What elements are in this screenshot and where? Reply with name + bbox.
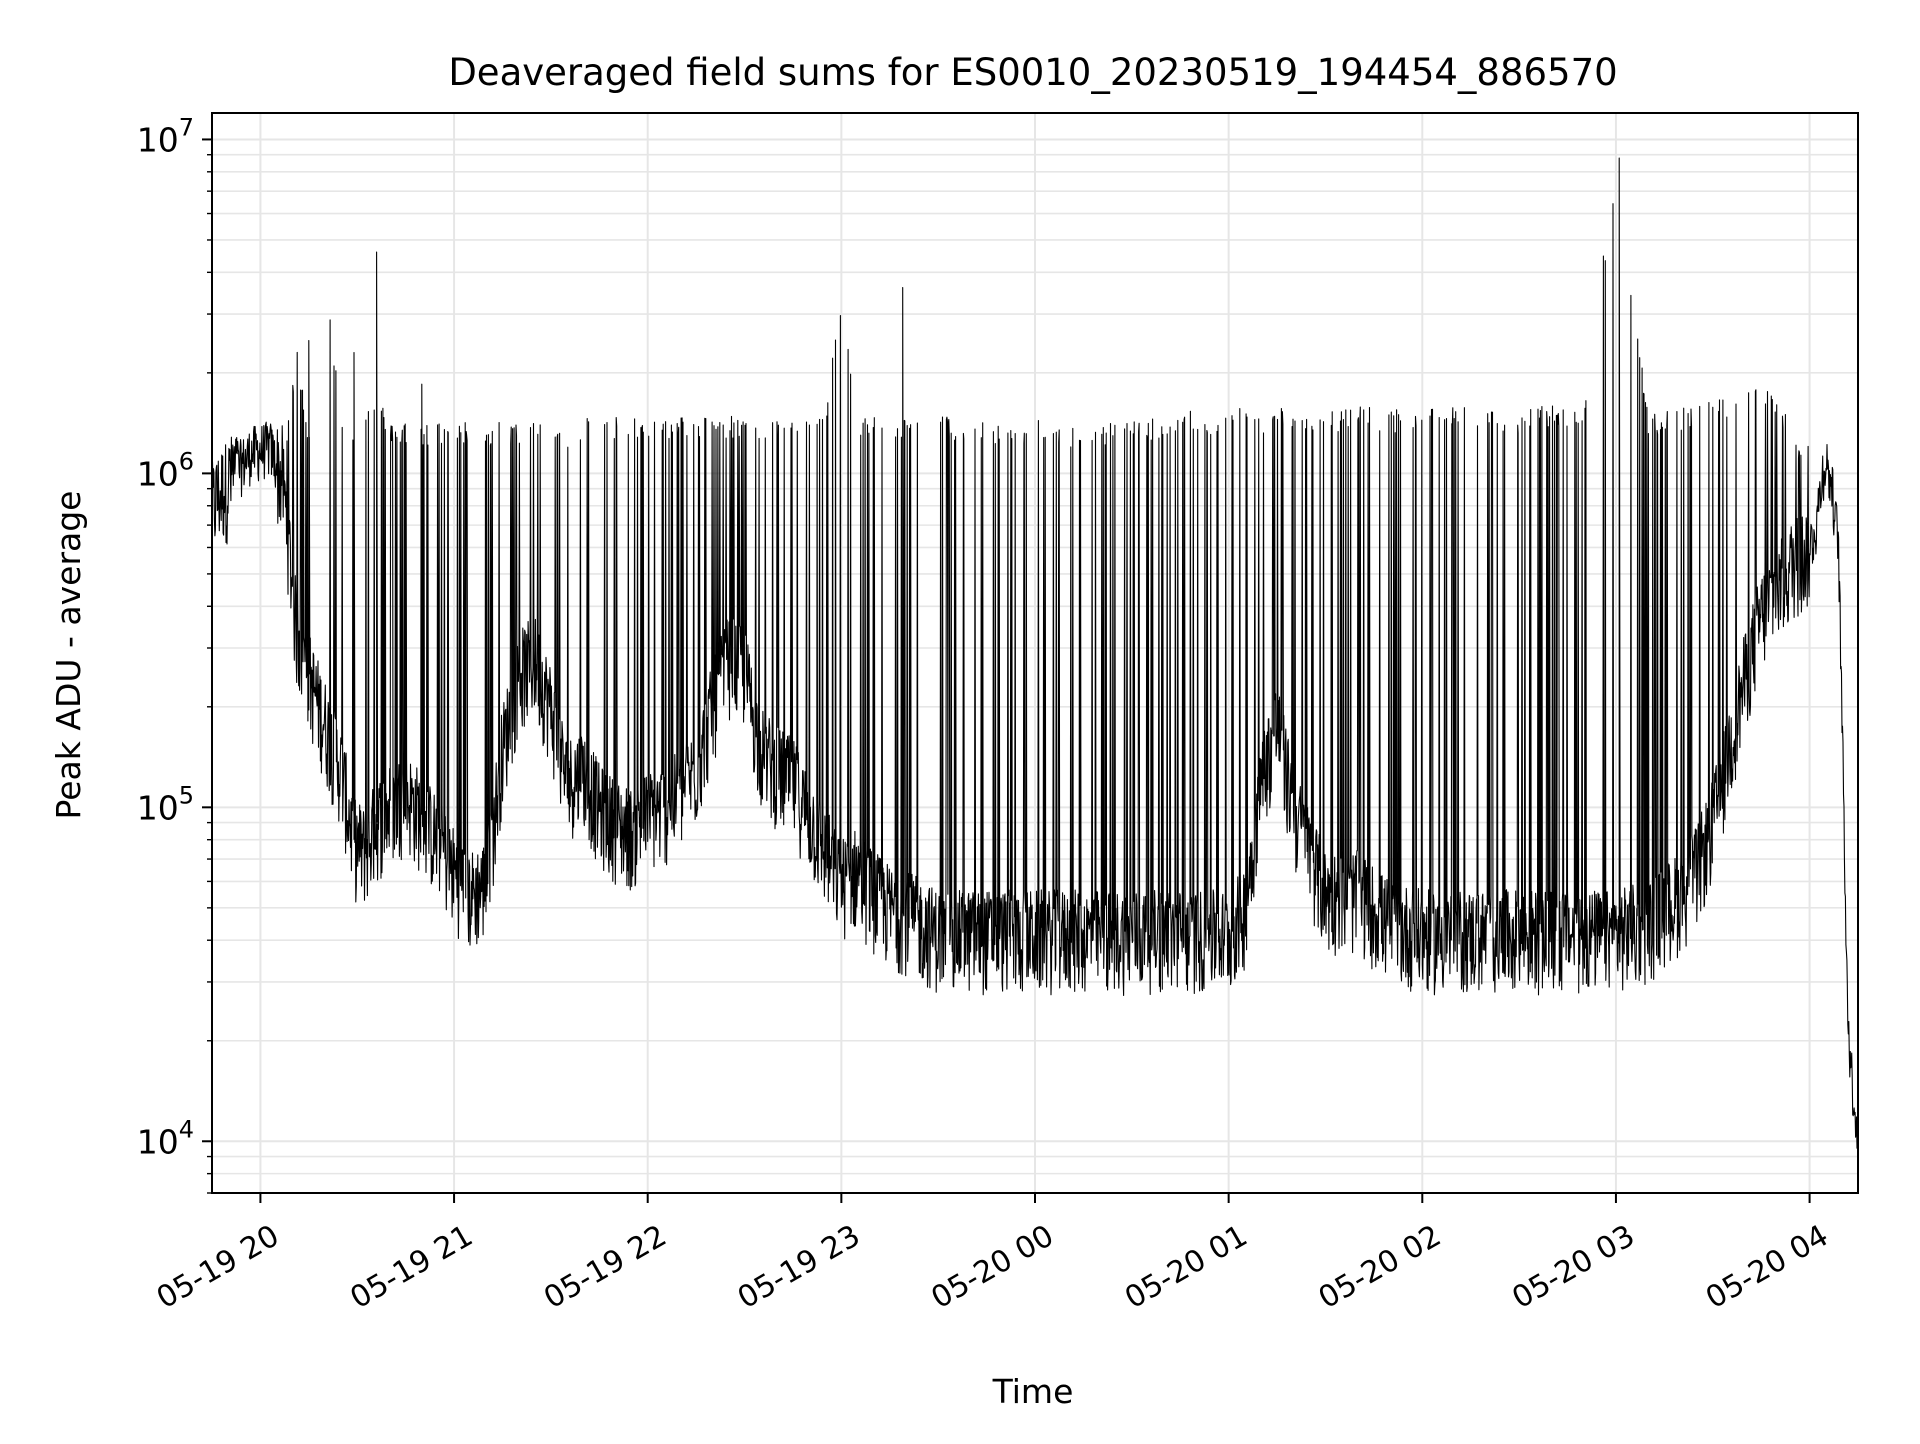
chart-title: Deaveraged field sums for ES0010_2023051… (448, 51, 1617, 94)
series-line (211, 157, 1859, 1164)
y-axis-label: Peak ADU - average (49, 491, 88, 820)
x-axis-label: Time (992, 1372, 1074, 1411)
plot-area (211, 157, 1859, 1164)
y-tick-label: 105 (137, 781, 194, 827)
y-tick-label: 107 (137, 113, 194, 159)
y-tick-label: 104 (137, 1115, 194, 1161)
y-tick-label: 106 (137, 447, 194, 493)
y-axis: 104 105 106 107 (137, 113, 212, 1194)
